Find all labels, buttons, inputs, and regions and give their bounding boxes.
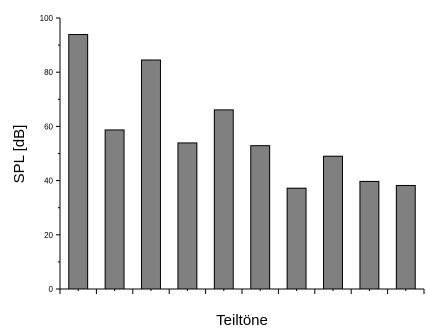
- x-axis-ticks: [59, 289, 425, 294]
- bar: [104, 129, 125, 290]
- y-tick-label: 0: [49, 285, 54, 294]
- bar: [250, 145, 271, 290]
- y-tick-label: 80: [44, 68, 53, 77]
- bar: [359, 180, 380, 290]
- x-axis-title: Teiltöne: [216, 312, 268, 329]
- y-tick-label: 20: [44, 231, 53, 240]
- y-tick-label: 60: [44, 122, 53, 131]
- y-tick-label: 100: [40, 14, 54, 23]
- y-axis-ticks: [56, 17, 60, 290]
- bar: [213, 109, 234, 290]
- y-tick-label: 40: [44, 177, 53, 186]
- bar: [395, 184, 416, 290]
- bar: [141, 59, 161, 290]
- bar: [177, 142, 198, 290]
- bar: [286, 187, 307, 290]
- bars: [68, 34, 416, 290]
- bar: [68, 34, 89, 290]
- y-axis-title: SPL [dB]: [11, 125, 28, 184]
- bar: [323, 155, 343, 290]
- y-axis-tick-labels: 0 20 40 60 80 100: [40, 14, 54, 294]
